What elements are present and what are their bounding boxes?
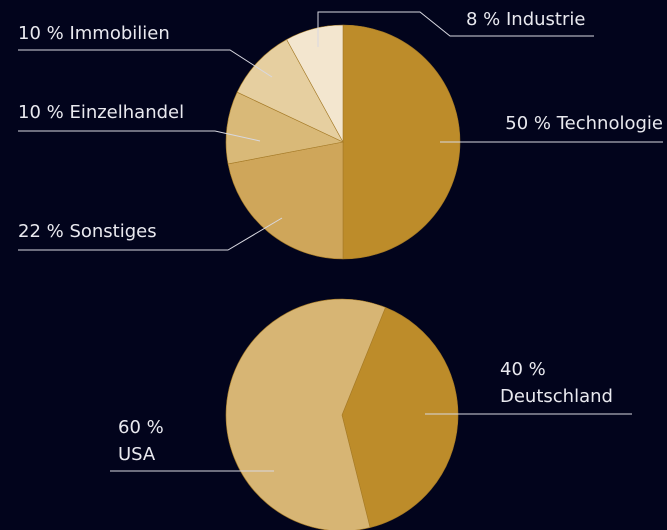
slice-label: 50 % Technologie xyxy=(505,113,663,134)
value-label: 40 % xyxy=(500,359,546,380)
category-label: USA xyxy=(118,444,156,465)
category-label: Technologie xyxy=(551,113,663,134)
category-label: Immobilien xyxy=(64,23,170,44)
leader-line xyxy=(317,11,594,47)
category-label: Einzelhandel xyxy=(64,102,184,123)
pie-slice xyxy=(286,24,344,143)
slice-label: 8 % Industrie xyxy=(466,9,585,30)
value-label: 22 % xyxy=(18,221,64,242)
value-label: 60 % xyxy=(118,417,164,438)
leader-line xyxy=(18,49,273,78)
slice-label: 10 % Einzelhandel xyxy=(18,102,184,123)
slice-label: 22 % Sonstiges xyxy=(18,221,157,242)
value-label: 8 % xyxy=(466,9,500,30)
pie-slice xyxy=(225,298,386,530)
category-label: Deutschland xyxy=(500,386,613,407)
leader-line xyxy=(18,130,261,142)
pie-slice xyxy=(341,307,459,528)
slice-label: 10 % Immobilien xyxy=(18,23,170,44)
category-label: Industrie xyxy=(500,9,585,30)
category-label: Sonstiges xyxy=(64,221,157,242)
leader-line xyxy=(18,217,283,251)
pie-slice xyxy=(225,91,344,165)
pie-slice xyxy=(227,141,344,260)
value-label: 50 % xyxy=(505,113,551,134)
pie-slice xyxy=(236,39,344,143)
value-label: 10 % xyxy=(18,23,64,44)
value-label: 10 % xyxy=(18,102,64,123)
